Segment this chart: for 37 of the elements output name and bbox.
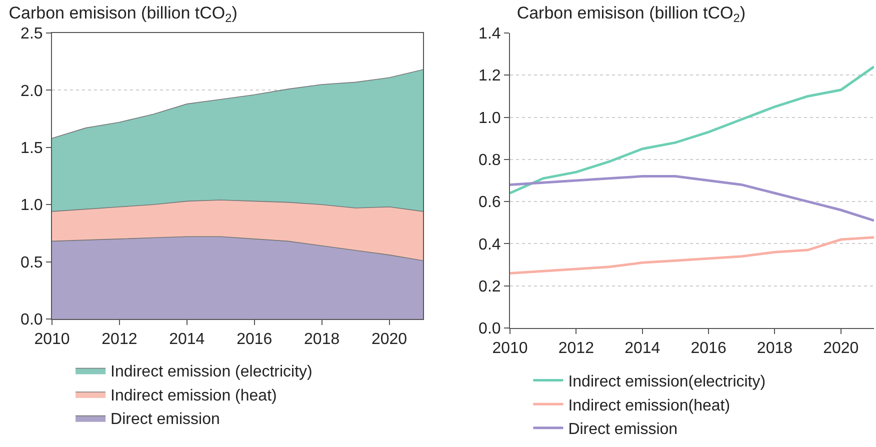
y-tick-label: 0.4 [478, 236, 501, 254]
legend-label: Direct emission [110, 411, 220, 428]
x-tick-label: 2016 [236, 331, 272, 348]
y-tick-label: 0.2 [478, 278, 501, 296]
legend-label: Indirect emission (heat) [110, 387, 277, 404]
y-tick-label: 0.5 [20, 254, 43, 272]
y-tick-label: 2.5 [20, 26, 43, 43]
x-tick-label: 2012 [558, 340, 594, 358]
x-tick-label: 2014 [169, 331, 205, 348]
y-tick-label: 0.6 [478, 194, 501, 212]
x-tick-label: 2014 [624, 340, 660, 358]
x-tick-label: 2016 [690, 340, 726, 358]
legend-label: Indirect emission(heat) [568, 397, 730, 414]
y-tick-label: 0.0 [20, 312, 43, 329]
line-series [510, 65, 874, 194]
line-series [510, 175, 874, 222]
x-tick-label: 2020 [371, 331, 408, 348]
legend-label: Indirect emission(electricity) [568, 374, 766, 391]
y-tick-label: 0.0 [478, 320, 501, 338]
y-tick-label: 1.4 [478, 26, 501, 43]
y-tick-label: 2.0 [20, 82, 43, 100]
x-tick-label: 2012 [102, 331, 138, 348]
y-tick-label: 1.2 [478, 68, 501, 85]
y-tick-label: 1.0 [478, 110, 501, 127]
x-tick-label: 2020 [823, 340, 859, 358]
x-tick-label: 2010 [492, 340, 528, 358]
legend-label: Indirect emission (electricity) [110, 363, 312, 380]
x-tick-label: 2018 [304, 331, 340, 348]
legend-label: Direct emission [568, 421, 678, 438]
y-tick-label: 1.0 [20, 197, 43, 214]
y-tick-label: 0.8 [478, 152, 501, 170]
y-tick-label: 1.5 [20, 140, 43, 157]
line-series [510, 236, 874, 274]
x-tick-label: 2018 [756, 340, 793, 358]
chart-title: Carbon emisison (billion tCO$_{2}$) [516, 4, 746, 26]
x-tick-label: 2010 [34, 331, 70, 348]
chart-title: Carbon emisison (billion tCO$_{2}$) [8, 4, 238, 26]
